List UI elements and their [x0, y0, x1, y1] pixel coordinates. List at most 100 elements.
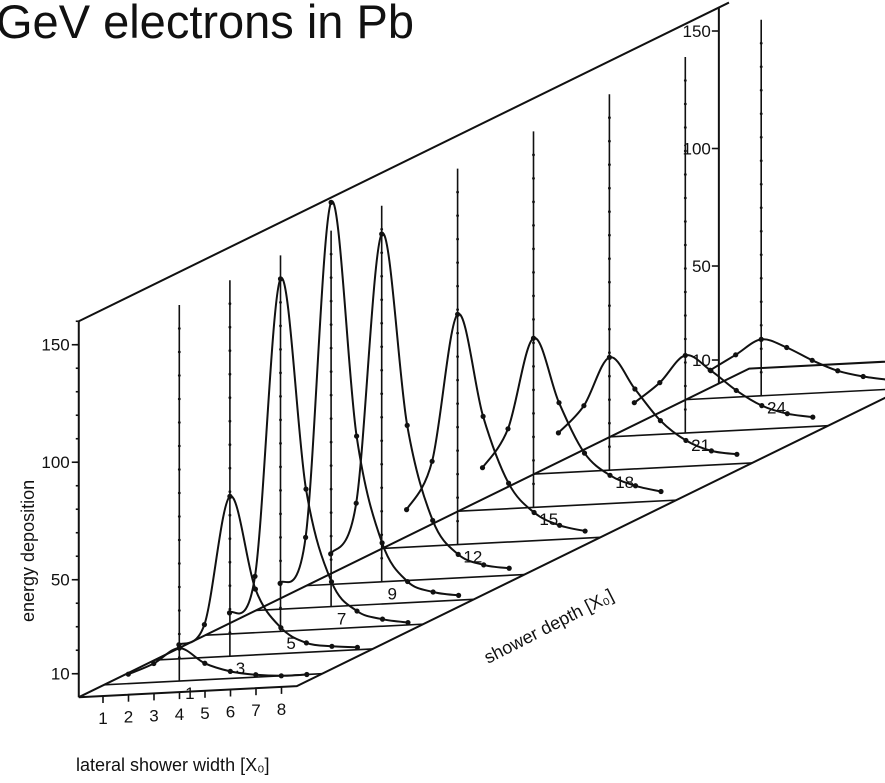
wall-tick-dot: [683, 102, 687, 106]
depth-tick-label: 7: [337, 609, 346, 628]
chart-back-walls: [71, 1, 763, 698]
wall-tick-dot: [456, 190, 459, 194]
wall-tick-dot: [608, 280, 611, 284]
depth-gridline: [382, 536, 601, 550]
wall-tick-dot: [683, 361, 687, 364]
wall-tick-dot: [279, 371, 282, 375]
data-point: [227, 493, 233, 499]
wall-tick-dot: [228, 513, 232, 517]
x-tick-label: 1: [98, 709, 107, 728]
data-point: [328, 579, 335, 585]
wall-tick-dot: [279, 418, 282, 422]
data-point: [353, 500, 359, 506]
data-point: [556, 400, 562, 406]
data-point: [480, 413, 486, 419]
data-point: [278, 625, 284, 631]
wall-tick-dot: [177, 538, 181, 542]
data-point: [505, 426, 511, 432]
data-point: [277, 276, 284, 282]
wall-tick-dot: [329, 558, 333, 561]
data-point: [405, 578, 411, 585]
data-point: [226, 610, 233, 616]
data-point: [278, 673, 284, 679]
data-point: [835, 368, 841, 374]
y-tick-label: 150: [41, 336, 69, 355]
y-tick-label: 10: [51, 665, 70, 684]
data-point: [557, 522, 563, 528]
wall-tick-dot: [608, 139, 611, 143]
wall-tick-dot: [683, 173, 687, 176]
wall-tick-dot: [456, 308, 459, 311]
data-point: [151, 660, 157, 667]
wall-tick-dot: [532, 224, 535, 227]
profile-curve-depth-5: [228, 277, 409, 624]
wall-tick-dot: [380, 415, 384, 419]
wall-tick-dot: [329, 464, 333, 467]
x-tick-label: 4: [175, 705, 184, 724]
wall-tick-dot: [228, 349, 232, 353]
y-tick-label-back: 150: [682, 22, 710, 41]
wall-tick-dot: [456, 519, 459, 523]
depth-tick-label: 9: [388, 585, 397, 604]
y-tick-label-back: 100: [682, 140, 710, 159]
data-point: [354, 644, 360, 650]
data-point: [176, 645, 182, 651]
wall-tick-dot: [279, 606, 282, 610]
depth-gridline: [610, 424, 829, 438]
data-point: [582, 528, 588, 534]
wall-tick-dot: [759, 347, 763, 351]
wall-tick-dot: [532, 247, 535, 251]
depth-gridline: [306, 573, 525, 587]
data-point: [405, 619, 411, 626]
data-point: [784, 411, 790, 417]
wall-tick-dot: [380, 392, 384, 396]
wall-tick-dot: [608, 374, 611, 378]
data-point: [506, 565, 512, 571]
data-point: [758, 336, 764, 342]
y-axis-title: energy deposition: [18, 480, 38, 622]
wall-tick-dot: [228, 466, 232, 470]
data-point: [430, 589, 436, 595]
wall-tick-dot: [608, 351, 611, 355]
wall-tick-dot: [177, 421, 181, 424]
data-point: [708, 448, 715, 454]
wall-tick-dot: [329, 252, 333, 256]
wall-tick-dot: [759, 182, 763, 186]
wall-tick-dot: [329, 534, 333, 538]
x-tick-label: 8: [277, 700, 286, 719]
wall-tick-dot: [380, 321, 384, 325]
wall-tick-dot: [456, 425, 459, 429]
data-point: [531, 509, 537, 516]
data-point: [227, 668, 233, 674]
data-point: [304, 671, 310, 678]
data-point: [733, 387, 739, 394]
wall-tick-dot: [532, 294, 535, 298]
wall-tick-dot: [608, 445, 611, 449]
data-point: [379, 231, 385, 237]
x-tick-label: 7: [251, 701, 260, 720]
wall-tick-dot: [380, 345, 384, 349]
data-point: [632, 483, 639, 489]
wall-tick-dot: [759, 159, 763, 163]
data-point: [683, 437, 689, 444]
depth-tick-label: 1: [185, 684, 194, 703]
x-tick-label: 6: [226, 703, 235, 722]
wall-tick-dot: [380, 274, 384, 278]
data-point: [252, 586, 258, 592]
data-point: [860, 373, 866, 380]
wall-tick-dot: [532, 341, 535, 345]
profile-curve-depth-9: [329, 232, 510, 570]
wall-tick-dot: [456, 355, 459, 358]
wall-tick-dot: [683, 220, 687, 223]
x-tick-label: 5: [200, 704, 209, 723]
wall-tick-dot: [456, 214, 459, 218]
data-point: [455, 551, 461, 558]
wall-tick-dot: [380, 462, 384, 466]
depth-gridline: [255, 598, 474, 612]
data-point: [253, 672, 259, 678]
data-point: [555, 430, 562, 436]
wall-tick-dot: [177, 397, 181, 401]
data-point: [455, 311, 461, 317]
data-point: [252, 573, 258, 579]
